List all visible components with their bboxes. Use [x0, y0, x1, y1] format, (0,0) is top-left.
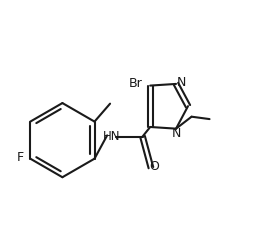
Text: N: N: [171, 128, 181, 140]
Text: HN: HN: [103, 130, 120, 143]
Text: O: O: [149, 160, 159, 173]
Text: Br: Br: [129, 77, 143, 90]
Text: N: N: [177, 76, 186, 89]
Text: F: F: [17, 151, 24, 164]
